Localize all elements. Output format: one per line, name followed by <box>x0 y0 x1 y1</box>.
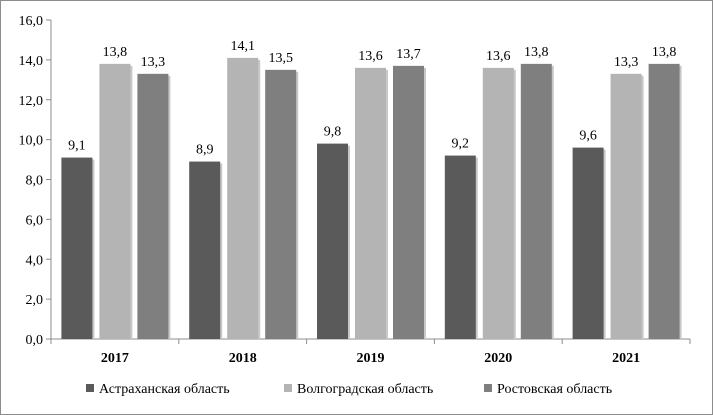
bar <box>648 63 680 340</box>
legend-swatch <box>484 384 492 392</box>
bar <box>99 63 131 340</box>
bar <box>227 57 259 339</box>
legend-label: Волгоградская область <box>297 382 433 397</box>
y-tick-label: 2,0 <box>26 293 44 308</box>
y-tick-label: 12,0 <box>19 94 44 109</box>
y-axis: 0,0 2,0 4,0 6,0 8,0 10,0 12,0 14,0 16,0 <box>19 14 52 348</box>
x-tick-label: 2018 <box>229 351 257 366</box>
bar <box>520 63 552 340</box>
data-label: 13,8 <box>103 45 128 60</box>
data-label: 9,1 <box>68 139 86 154</box>
bar <box>189 161 221 339</box>
data-label: 8,9 <box>196 143 214 158</box>
legend: Астраханская область Волгоградская област… <box>86 382 612 397</box>
data-label: 13,7 <box>396 47 421 62</box>
legend-swatch <box>284 384 292 392</box>
data-label: 13,3 <box>614 55 639 70</box>
x-tick-label: 2020 <box>484 351 512 366</box>
data-label: 13,8 <box>524 45 549 60</box>
x-axis: 2017 2018 2019 2020 2021 <box>50 338 691 366</box>
x-tick-label: 2021 <box>612 351 640 366</box>
bar <box>393 65 424 339</box>
y-tick-label: 0,0 <box>26 333 44 348</box>
legend-label: Ростовская область <box>497 382 612 397</box>
y-tick-label: 16,0 <box>19 14 44 29</box>
data-label: 9,2 <box>452 137 470 152</box>
x-tick-label: 2017 <box>101 351 129 366</box>
bar <box>355 67 386 339</box>
data-label: 14,1 <box>230 39 255 54</box>
bar <box>572 147 604 339</box>
legend-swatch <box>86 384 94 392</box>
y-tick-label: 4,0 <box>26 253 44 268</box>
x-tick-label: 2019 <box>357 351 385 366</box>
data-label: 13,8 <box>652 45 677 60</box>
bar <box>610 73 642 340</box>
y-tick-label: 10,0 <box>19 134 44 149</box>
data-label: 9,8 <box>324 125 342 140</box>
bar <box>444 155 476 339</box>
bar <box>482 67 514 339</box>
data-label: 9,6 <box>579 129 597 144</box>
legend-label: Астраханская область <box>99 382 230 397</box>
data-label: 13,5 <box>268 51 293 66</box>
data-label: 13,3 <box>141 55 166 70</box>
bar <box>61 157 93 339</box>
data-label: 13,6 <box>358 49 383 64</box>
bar <box>265 69 297 339</box>
bars: 9,1 13,8 13,3 8,9 14,1 13,5 9,8 13,6 13,7 9,2 13,6… <box>61 39 682 340</box>
bar <box>317 143 348 339</box>
bar <box>137 73 169 340</box>
y-tick-label: 14,0 <box>19 54 44 69</box>
data-label: 13,6 <box>486 49 511 64</box>
y-tick-label: 6,0 <box>26 213 44 228</box>
y-tick-label: 8,0 <box>26 174 44 189</box>
